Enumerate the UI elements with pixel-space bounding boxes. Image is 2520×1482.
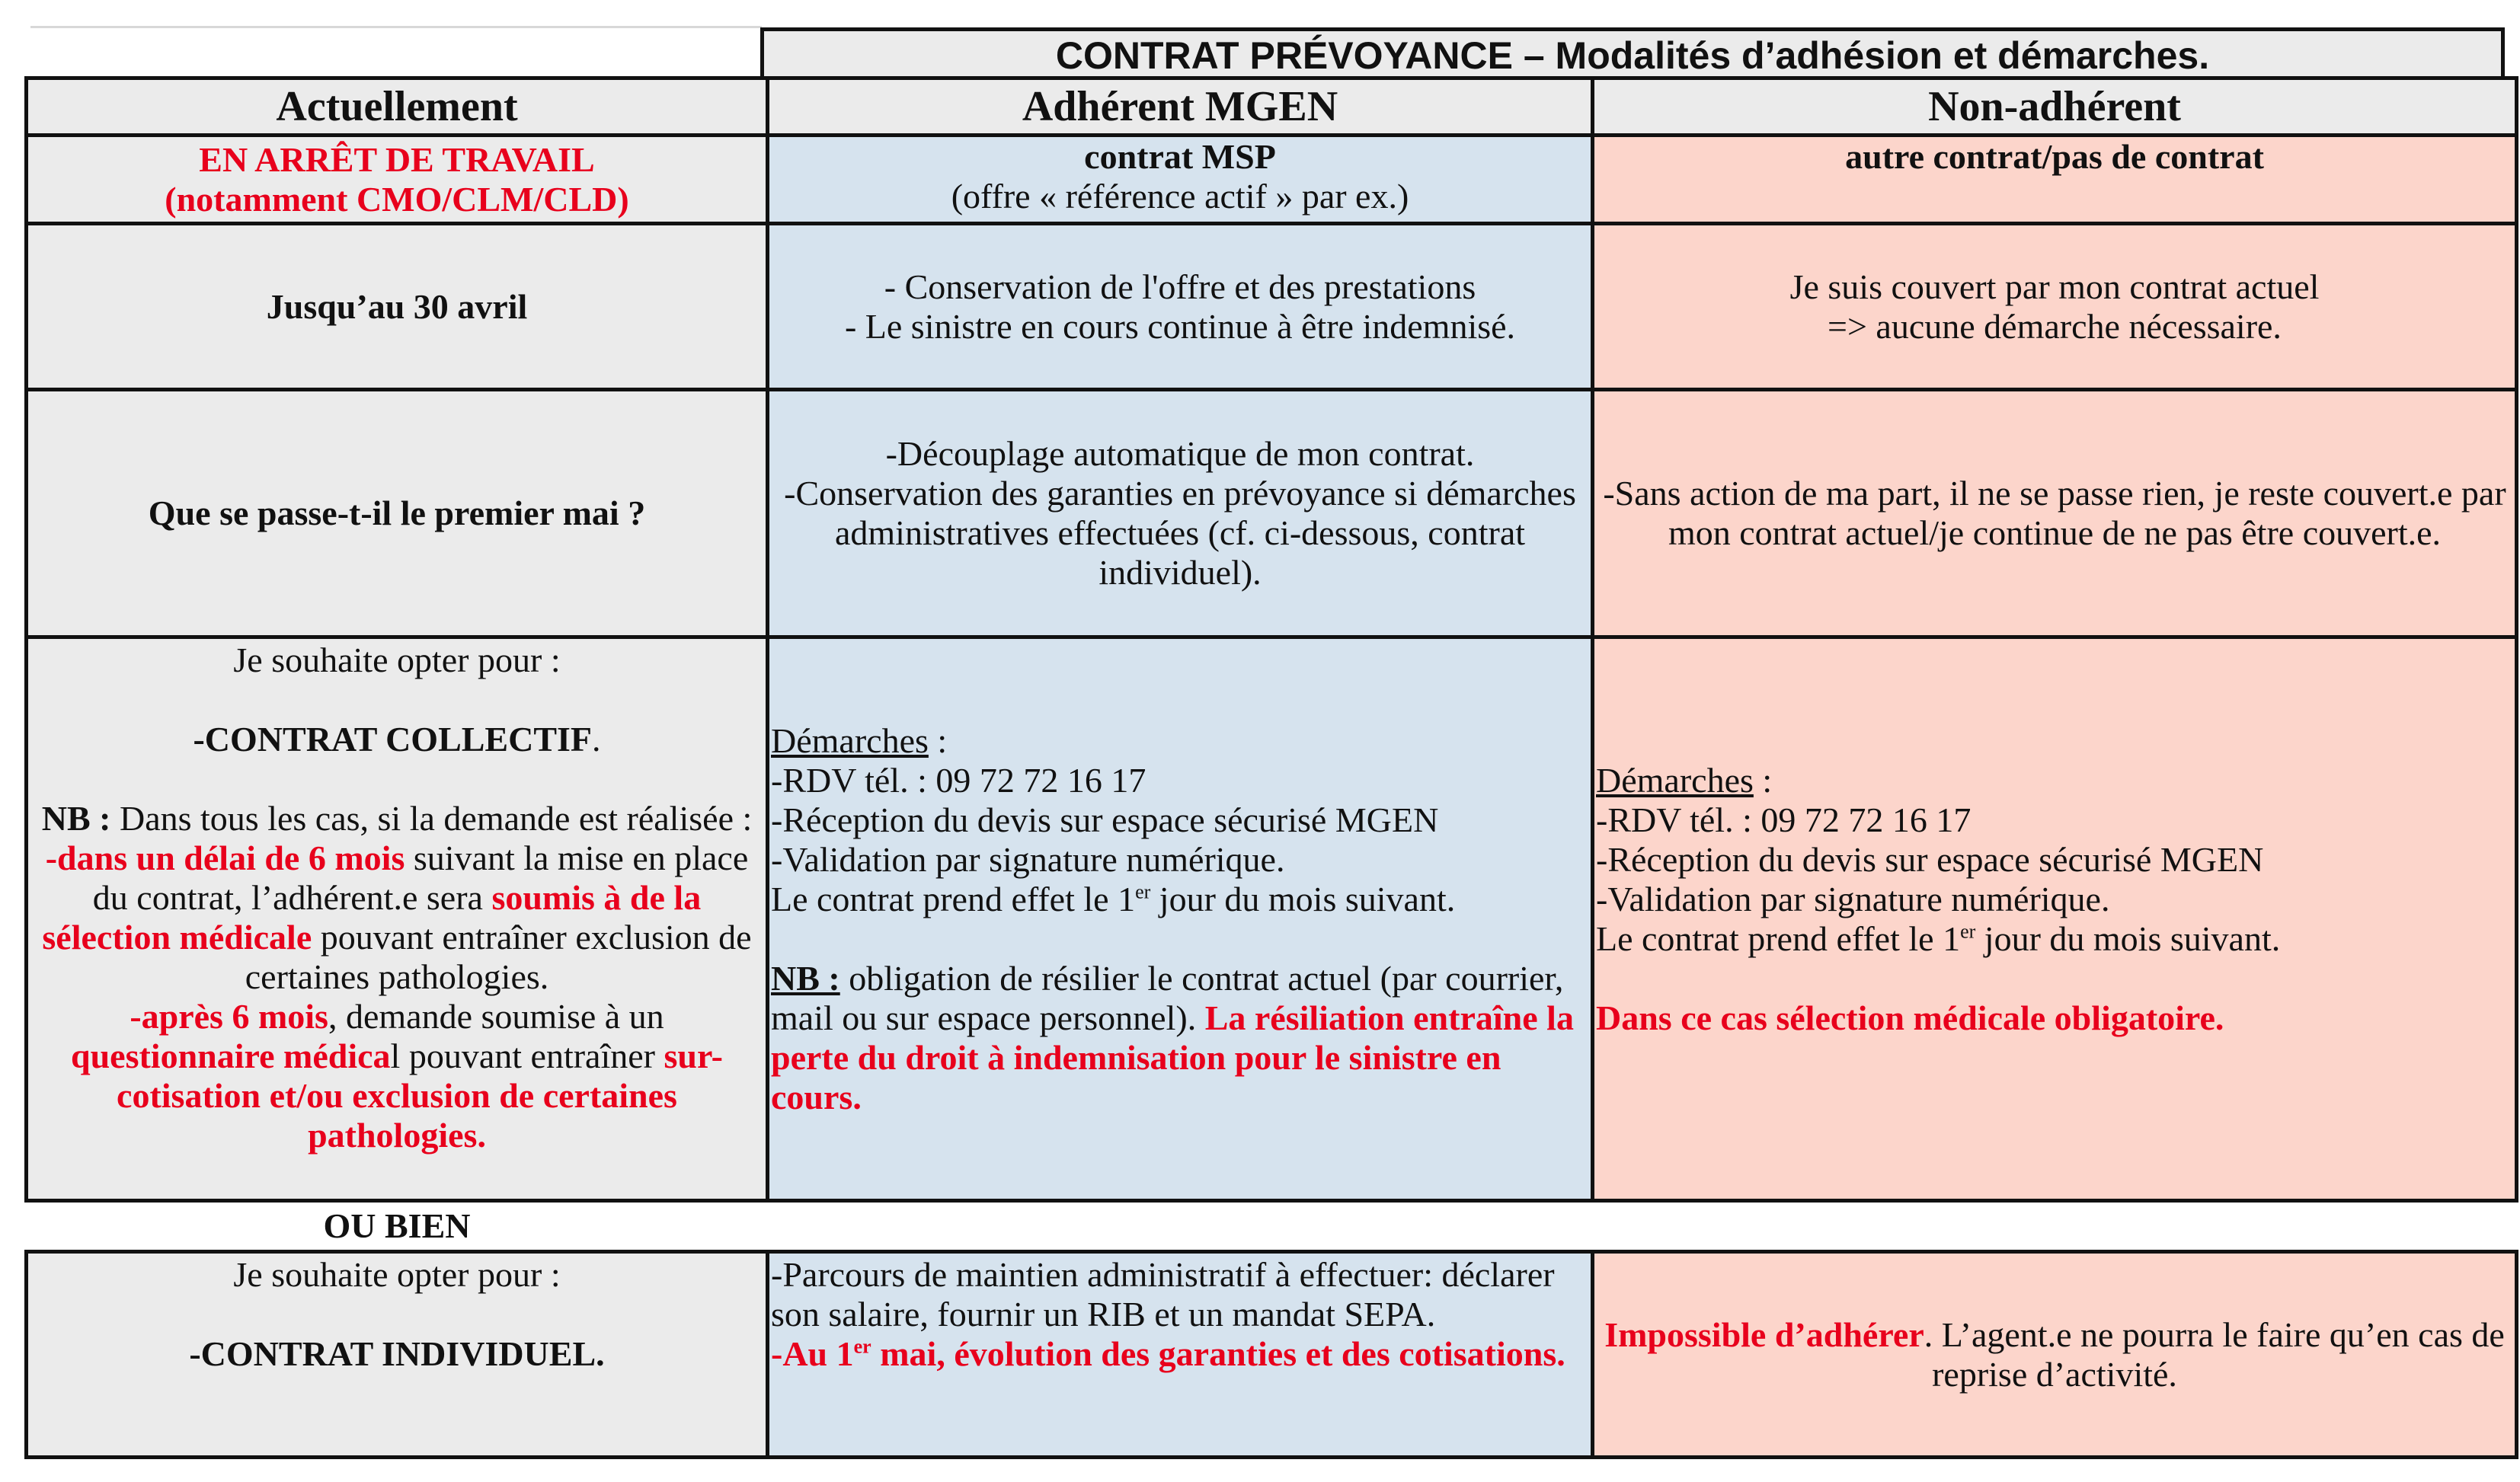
superscript: er — [853, 1335, 871, 1358]
text-line: -Découplage automatique de mon contrat. — [885, 434, 1475, 473]
april-non-adherent: Je suis couvert par mon contrat actuel =… — [1591, 222, 2518, 391]
header-adherent-mgen: Adhérent MGEN — [766, 76, 1594, 137]
superscript: er — [1960, 920, 1976, 943]
intro-text: Je souhaite opter pour : — [233, 640, 561, 679]
header-non-adherent: Non-adhérent — [1591, 76, 2518, 137]
collectif-option-cell: Je souhaite opter pour : -CONTRAT COLLEC… — [24, 635, 769, 1203]
ou-bien-label: OU BIEN — [26, 1200, 768, 1252]
individuel-row: Je souhaite opter pour : -CONTRAT INDIVI… — [24, 1250, 2518, 1459]
text: Le contrat prend effet le 1 — [771, 879, 1136, 918]
mgen-contract-cell: contrat MSP (offre « référence actif » p… — [766, 133, 1594, 225]
text-line: -Réception du devis sur espace sécurisé … — [1596, 839, 2264, 879]
contract-note: (offre « référence actif » par ex.) — [951, 177, 1409, 216]
text: jour du mois suivant. — [1150, 879, 1456, 918]
prevoyance-table: Actuellement Adhérent MGEN Non-adhérent … — [24, 76, 2518, 1459]
superscript: er — [1135, 880, 1151, 903]
april-label: Jusqu’au 30 avril — [24, 222, 769, 391]
text-line: -Conservation des garanties en prévoyanc… — [784, 474, 1576, 592]
text-line: -Réception du devis sur espace sécurisé … — [771, 800, 1439, 839]
warning-text: La résiliation entraîne la perte du droi… — [771, 998, 1574, 1116]
may-mgen: -Découplage automatique de mon contrat. … — [766, 388, 1594, 639]
individuel-non-adherent-cell: Impossible d’adhérer. L’agent.e ne pourr… — [1591, 1250, 2518, 1459]
warning-text: Impossible d’adhérer — [1604, 1314, 1924, 1354]
text: . L’agent.e ne pourra le faire qu’en cas… — [1924, 1314, 2505, 1394]
april-row: Jusqu’au 30 avril - Conservation de l'of… — [24, 222, 2518, 391]
text: : — [1753, 760, 1773, 800]
highlight: -dans un délai de 6 mois — [45, 838, 405, 877]
text: -Parcours de maintien administratif à ef… — [771, 1255, 1555, 1333]
text-line: - Le sinistre en cours continue à être i… — [844, 306, 1516, 346]
may-row: Que se passe-t-il le premier mai ? -Déco… — [24, 388, 2518, 639]
text: suivant la mise en place du contrat, l’a… — [92, 838, 749, 917]
status-line: EN ARRÊT DE TRAVAIL — [199, 139, 595, 179]
text-line: -Validation par signature numérique. — [1596, 879, 2110, 918]
highlight: soumis à de la sélection médicale — [42, 878, 702, 957]
collectif-row: Je souhaite opter pour : -CONTRAT COLLEC… — [24, 635, 2518, 1203]
text-line: - Conservation de l'offre et des prestat… — [884, 267, 1476, 306]
status-row: EN ARRÊT DE TRAVAIL (notamment CMO/CLM/C… — [24, 133, 2518, 225]
separator-row: OU BIEN — [26, 1200, 2517, 1252]
text: Le contrat prend effet le 1 — [1596, 918, 1961, 958]
may-label: Que se passe-t-il le premier mai ? — [24, 388, 769, 639]
text: jour du mois suivant. — [1975, 918, 2281, 958]
phone-line: -RDV tél. : 09 72 72 16 17 — [1596, 800, 1972, 839]
text-line: -Validation par signature numérique. — [771, 839, 1285, 879]
highlight: questionnaire médica — [70, 1036, 391, 1075]
demarches-label: Démarches — [1596, 760, 1754, 800]
text: l pouvant entraîner — [390, 1036, 664, 1075]
warning-text: Dans ce cas sélection médicale obligatoi… — [1596, 998, 2224, 1037]
april-mgen: - Conservation de l'offre et des prestat… — [766, 222, 1594, 391]
header-actuellement: Actuellement — [24, 76, 769, 137]
may-non-adherent: -Sans action de ma part, il ne se passe … — [1591, 388, 2518, 639]
demarches-label: Démarches — [771, 720, 929, 760]
text: : — [928, 720, 948, 760]
text: . — [592, 720, 601, 759]
status-cell: EN ARRÊT DE TRAVAIL (notamment CMO/CLM/C… — [24, 133, 769, 225]
text: , demande soumise à un — [328, 997, 664, 1036]
table-title: CONTRAT PRÉVOYANCE – Modalités d’adhésio… — [760, 27, 2505, 77]
collectif-mgen-cell: Démarches : -RDV tél. : 09 72 72 16 17 -… — [766, 635, 1594, 1203]
other-contract-cell: autre contrat/pas de contrat — [1591, 133, 2518, 225]
nb-label: NB : — [41, 799, 111, 838]
text: . — [477, 1116, 486, 1155]
highlight: -après 6 mois — [130, 997, 328, 1036]
phone-line: -RDV tél. : 09 72 72 16 17 — [771, 760, 1146, 800]
header-row: Actuellement Adhérent MGEN Non-adhérent — [24, 76, 2518, 137]
choice-collectif: -CONTRAT COLLECTIF — [193, 720, 593, 759]
text-line: => aucune démarche nécessaire. — [1828, 306, 2282, 346]
highlight: sur-cotisation et/ou exclusion de certai… — [117, 1036, 723, 1155]
warning-text: mai, évolution des garanties et des coti… — [871, 1334, 1565, 1373]
text: obligation de résilier le contrat actuel… — [771, 958, 1564, 1037]
intro-text: Je souhaite opter pour : — [233, 1255, 561, 1294]
choice-individuel: -CONTRAT INDIVIDUEL. — [189, 1334, 605, 1373]
warning-text: -Au 1 — [771, 1334, 854, 1373]
contract-name: contrat MSP — [1084, 137, 1276, 176]
individuel-option-cell: Je souhaite opter pour : -CONTRAT INDIVI… — [24, 1250, 769, 1459]
text: pouvant entraîner exclusion de certaines… — [245, 918, 752, 996]
status-line: (notamment CMO/CLM/CLD) — [165, 179, 629, 219]
sheet-gridline — [30, 26, 762, 28]
text-line: Je suis couvert par mon contrat actuel — [1789, 267, 2320, 306]
text: Dans tous les cas, si la demande est réa… — [110, 799, 753, 838]
nb-label: NB : — [771, 958, 840, 998]
collectif-non-adherent-cell: Démarches : -RDV tél. : 09 72 72 16 17 -… — [1591, 635, 2518, 1203]
individuel-mgen-cell: -Parcours de maintien administratif à ef… — [766, 1250, 1594, 1459]
